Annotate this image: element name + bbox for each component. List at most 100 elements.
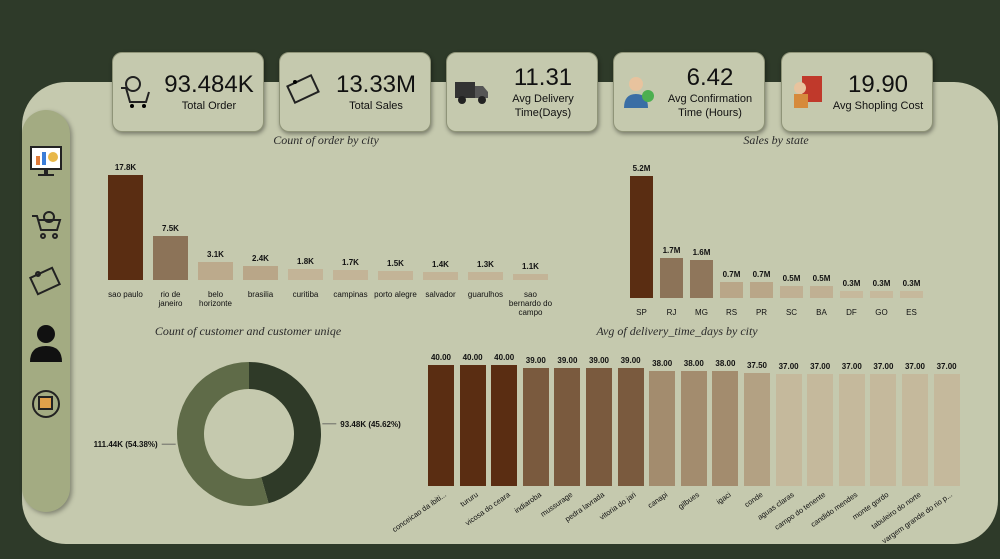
data-label: 37.00 xyxy=(873,362,894,372)
bar xyxy=(649,371,676,486)
bar xyxy=(780,286,803,298)
x-tick-label: guarulhos xyxy=(467,290,504,299)
sidebar-icons xyxy=(28,146,62,418)
bar xyxy=(933,374,960,486)
kpi-label: Avg Delivery Time(Days) xyxy=(512,93,574,119)
kpi-icon xyxy=(624,77,654,108)
kpi-card: 93.484K Total Order xyxy=(112,52,264,132)
data-label: 1.3K xyxy=(477,260,494,270)
bar xyxy=(838,374,865,486)
bar xyxy=(810,286,833,298)
kpi-value: 13.33M xyxy=(335,71,417,98)
kpi-text: 13.33M Total Sales xyxy=(322,71,430,113)
data-label: 7.5K xyxy=(162,223,179,233)
data-label: 0.3M xyxy=(902,278,921,288)
data-label: 40.00 xyxy=(494,353,515,362)
bar xyxy=(680,371,707,486)
bar xyxy=(630,176,653,298)
kpi-label: Avg Confirmation Time (Hours) xyxy=(667,93,753,119)
x-tick-label: DF xyxy=(846,308,857,317)
data-label: 39.00 xyxy=(620,356,641,366)
data-label: 37.50 xyxy=(746,360,768,370)
bar xyxy=(288,269,323,280)
kpi-card: 19.90 Avg Shopling Cost xyxy=(781,52,933,132)
chart-title: Avg of delivery_time_days by city xyxy=(596,324,758,338)
x-tick-label: sao paulo xyxy=(108,290,143,299)
bar xyxy=(491,365,518,486)
x-tick-label: ES xyxy=(906,308,917,317)
bar xyxy=(870,290,893,298)
kpi-card: 11.31 Avg Delivery Time(Days) xyxy=(446,52,598,132)
bar xyxy=(840,290,863,298)
data-label: 1.4K xyxy=(432,259,449,269)
sales-icon[interactable] xyxy=(28,266,62,296)
x-tick-label: SP xyxy=(636,308,647,317)
data-label: 0.7M xyxy=(752,269,771,279)
chart-title: Count of order by city xyxy=(273,133,379,147)
delivery-icon[interactable] xyxy=(32,390,60,418)
kpi-text: 93.484K Total Order xyxy=(155,71,263,113)
bar xyxy=(423,271,458,280)
bar xyxy=(870,374,897,486)
x-tick-label: porto alegre xyxy=(374,290,417,299)
kpi-card: 13.33M Total Sales xyxy=(279,52,431,132)
x-tick-label: campinas xyxy=(333,290,368,299)
data-label: 0.5M xyxy=(782,274,801,284)
data-label: 3.1K xyxy=(207,249,224,259)
kpi-text: 19.90 Avg Shopling Cost xyxy=(824,71,932,113)
data-label: 1.5K xyxy=(387,259,404,269)
data-label: 39.00 xyxy=(588,356,610,366)
bar xyxy=(807,374,834,486)
x-tick-label: salvador xyxy=(425,290,456,299)
data-label: 0.7M xyxy=(722,269,741,279)
bar xyxy=(333,269,368,280)
order-icon[interactable] xyxy=(32,211,62,239)
kpi-value: 93.484K xyxy=(164,71,254,98)
data-label: 37.00 xyxy=(778,362,799,372)
data-label: 38.00 xyxy=(652,359,673,369)
data-label: 40.00 xyxy=(430,353,452,362)
data-label: 1.6M xyxy=(692,248,711,258)
dashboard-icon[interactable] xyxy=(30,146,62,176)
kpi-card: 6.42 Avg Confirmation Time (Hours) xyxy=(613,52,765,132)
data-label: 37.00 xyxy=(904,362,926,372)
chart-title: Count of customer and customer uniqe xyxy=(154,324,342,338)
data-label: 37.00 xyxy=(936,362,957,372)
chart-title: Sales by state xyxy=(743,133,809,147)
kpi-value: 6.42 xyxy=(686,64,734,91)
x-tick-label: curitiba xyxy=(292,290,319,299)
x-tick-label: sao bernardo do campo xyxy=(508,290,553,317)
data-label: 39.00 xyxy=(557,356,578,366)
bar xyxy=(900,290,923,298)
kpi-value: 11.31 xyxy=(513,64,573,91)
data-label: 39.00 xyxy=(525,356,546,366)
kpi-label: Total Sales xyxy=(349,100,403,112)
sidebar xyxy=(22,110,70,512)
data-label: 0.3M xyxy=(872,278,891,288)
bar xyxy=(720,281,743,298)
data-label: 93.48K (45.62%) xyxy=(340,420,401,429)
bar xyxy=(243,265,278,280)
data-label: 1.8K xyxy=(297,257,314,267)
bar xyxy=(712,371,739,486)
data-label: 0.3M xyxy=(842,278,861,288)
bar xyxy=(198,261,233,280)
bar xyxy=(750,281,773,298)
bar xyxy=(617,368,644,486)
x-tick-label: GO xyxy=(875,308,888,317)
customer-icon[interactable] xyxy=(30,325,62,362)
kpi-icon xyxy=(455,82,488,104)
donut-slice xyxy=(177,362,269,506)
data-label: 38.00 xyxy=(715,359,736,369)
x-tick-label: RJ xyxy=(666,308,677,317)
bar xyxy=(513,273,548,280)
bar xyxy=(108,175,143,280)
x-tick-label: brasilia xyxy=(247,290,274,299)
data-label: 17.8K xyxy=(114,163,137,172)
bar xyxy=(690,260,713,298)
data-label: 1.7M xyxy=(662,246,681,256)
data-label: 37.00 xyxy=(810,362,831,372)
data-label: 0.5M xyxy=(812,274,831,284)
bar xyxy=(153,235,188,280)
bar xyxy=(459,365,486,486)
